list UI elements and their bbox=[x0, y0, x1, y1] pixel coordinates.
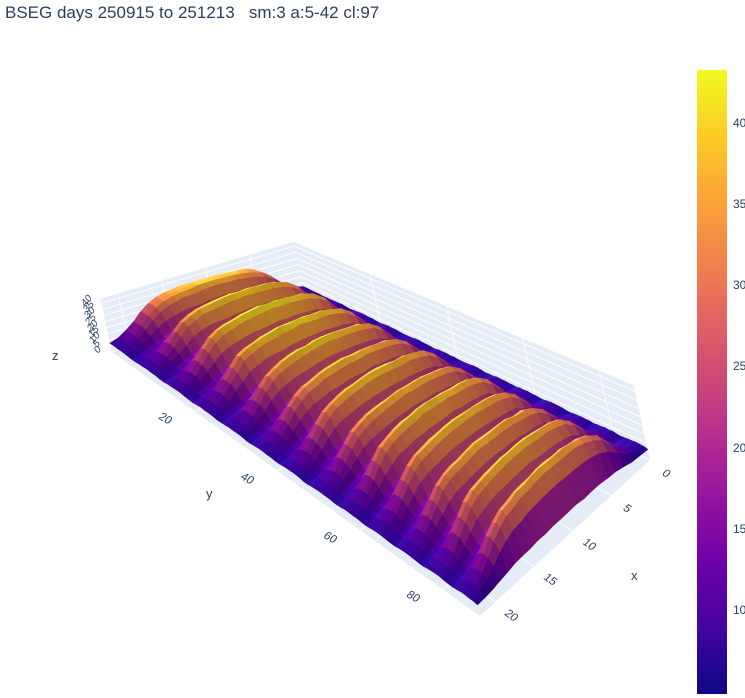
chart-title: BSEG days 250915 to 251213 sm:3 a:5-42 c… bbox=[5, 3, 380, 22]
colorbar bbox=[697, 70, 727, 694]
